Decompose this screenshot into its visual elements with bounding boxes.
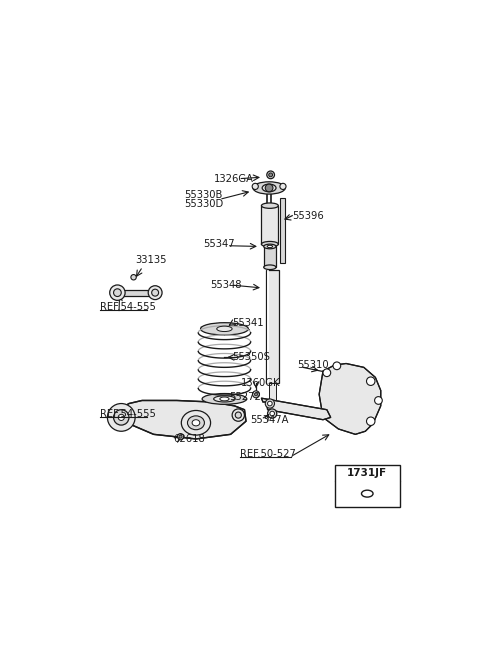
Ellipse shape xyxy=(181,411,211,435)
Ellipse shape xyxy=(214,396,235,402)
Circle shape xyxy=(367,377,375,385)
Polygon shape xyxy=(319,364,381,434)
Circle shape xyxy=(270,411,275,416)
Polygon shape xyxy=(262,398,331,420)
Text: 55272: 55272 xyxy=(229,392,261,402)
Ellipse shape xyxy=(262,203,278,208)
Ellipse shape xyxy=(253,182,285,194)
Text: REF.50-527: REF.50-527 xyxy=(240,449,296,458)
Text: 1326GA: 1326GA xyxy=(214,174,253,183)
Text: 33135: 33135 xyxy=(135,255,167,265)
Circle shape xyxy=(110,285,125,301)
Text: 55330B: 55330B xyxy=(184,190,223,200)
Ellipse shape xyxy=(220,397,229,401)
Text: 62618: 62618 xyxy=(173,434,204,444)
Ellipse shape xyxy=(264,244,276,249)
Circle shape xyxy=(265,399,275,408)
Circle shape xyxy=(108,403,135,431)
Bar xyxy=(269,383,276,413)
Text: 55310: 55310 xyxy=(298,360,329,370)
Ellipse shape xyxy=(264,265,276,270)
Ellipse shape xyxy=(188,416,204,430)
Polygon shape xyxy=(119,400,246,439)
Circle shape xyxy=(323,369,331,377)
Ellipse shape xyxy=(201,323,248,335)
Text: 1731JF: 1731JF xyxy=(347,468,387,478)
Circle shape xyxy=(114,289,121,297)
Circle shape xyxy=(254,393,258,396)
Circle shape xyxy=(267,402,272,406)
Circle shape xyxy=(333,362,341,369)
Circle shape xyxy=(252,183,258,189)
Text: 55350S: 55350S xyxy=(232,352,270,362)
Bar xyxy=(264,246,276,267)
Text: 55347: 55347 xyxy=(204,239,235,249)
Circle shape xyxy=(265,184,273,192)
Circle shape xyxy=(152,290,158,296)
Circle shape xyxy=(367,417,375,426)
Circle shape xyxy=(235,412,241,418)
Text: REF.54-555: REF.54-555 xyxy=(100,409,156,419)
Text: 55341: 55341 xyxy=(232,318,264,328)
Text: 55396: 55396 xyxy=(292,211,324,221)
Circle shape xyxy=(267,409,277,418)
Circle shape xyxy=(267,171,275,179)
Circle shape xyxy=(179,435,182,438)
Text: 55348: 55348 xyxy=(210,280,241,290)
Ellipse shape xyxy=(262,242,278,247)
Circle shape xyxy=(148,286,162,299)
Circle shape xyxy=(269,173,273,177)
Bar xyxy=(280,198,285,263)
Ellipse shape xyxy=(267,246,273,248)
Circle shape xyxy=(374,397,382,404)
Bar xyxy=(335,465,400,508)
Text: REF.54-555: REF.54-555 xyxy=(100,301,156,312)
Circle shape xyxy=(114,409,129,425)
Ellipse shape xyxy=(202,394,247,404)
Circle shape xyxy=(118,415,124,421)
Ellipse shape xyxy=(217,326,232,331)
Bar xyxy=(119,290,154,296)
Ellipse shape xyxy=(361,490,373,497)
Circle shape xyxy=(280,183,286,189)
Bar xyxy=(266,270,279,383)
Circle shape xyxy=(178,434,184,440)
Ellipse shape xyxy=(192,420,200,426)
Text: 55330D: 55330D xyxy=(184,199,224,209)
Circle shape xyxy=(131,274,136,280)
Text: 55347A: 55347A xyxy=(250,415,288,424)
Bar xyxy=(262,206,278,244)
Text: 1360GK: 1360GK xyxy=(240,378,280,388)
Ellipse shape xyxy=(262,184,276,192)
Circle shape xyxy=(252,391,260,398)
Circle shape xyxy=(232,409,244,421)
